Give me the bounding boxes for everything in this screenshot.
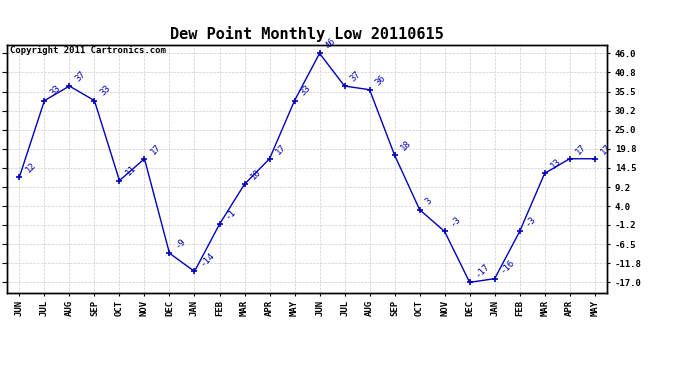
Text: 46: 46 bbox=[324, 37, 337, 51]
Text: 10: 10 bbox=[248, 168, 263, 182]
Text: 36: 36 bbox=[374, 73, 388, 87]
Text: -1: -1 bbox=[224, 207, 237, 221]
Text: 12: 12 bbox=[23, 160, 37, 174]
Text: 37: 37 bbox=[74, 69, 88, 83]
Text: 17: 17 bbox=[574, 142, 588, 156]
Text: 18: 18 bbox=[399, 138, 413, 152]
Text: -3: -3 bbox=[448, 215, 463, 229]
Text: 17: 17 bbox=[148, 142, 163, 156]
Text: -16: -16 bbox=[499, 258, 517, 276]
Title: Dew Point Monthly Low 20110615: Dew Point Monthly Low 20110615 bbox=[170, 27, 444, 42]
Text: 33: 33 bbox=[99, 84, 112, 98]
Text: 17: 17 bbox=[599, 142, 613, 156]
Text: 13: 13 bbox=[549, 156, 563, 171]
Text: 33: 33 bbox=[48, 84, 63, 98]
Text: 17: 17 bbox=[274, 142, 288, 156]
Text: -3: -3 bbox=[524, 215, 538, 229]
Text: 3: 3 bbox=[424, 197, 434, 207]
Text: Copyright 2011 Cartronics.com: Copyright 2011 Cartronics.com bbox=[10, 46, 166, 55]
Text: 33: 33 bbox=[299, 84, 313, 98]
Text: -17: -17 bbox=[474, 262, 491, 279]
Text: 11: 11 bbox=[124, 164, 137, 178]
Text: -9: -9 bbox=[174, 237, 188, 250]
Text: 37: 37 bbox=[348, 69, 363, 83]
Text: -14: -14 bbox=[199, 251, 217, 268]
